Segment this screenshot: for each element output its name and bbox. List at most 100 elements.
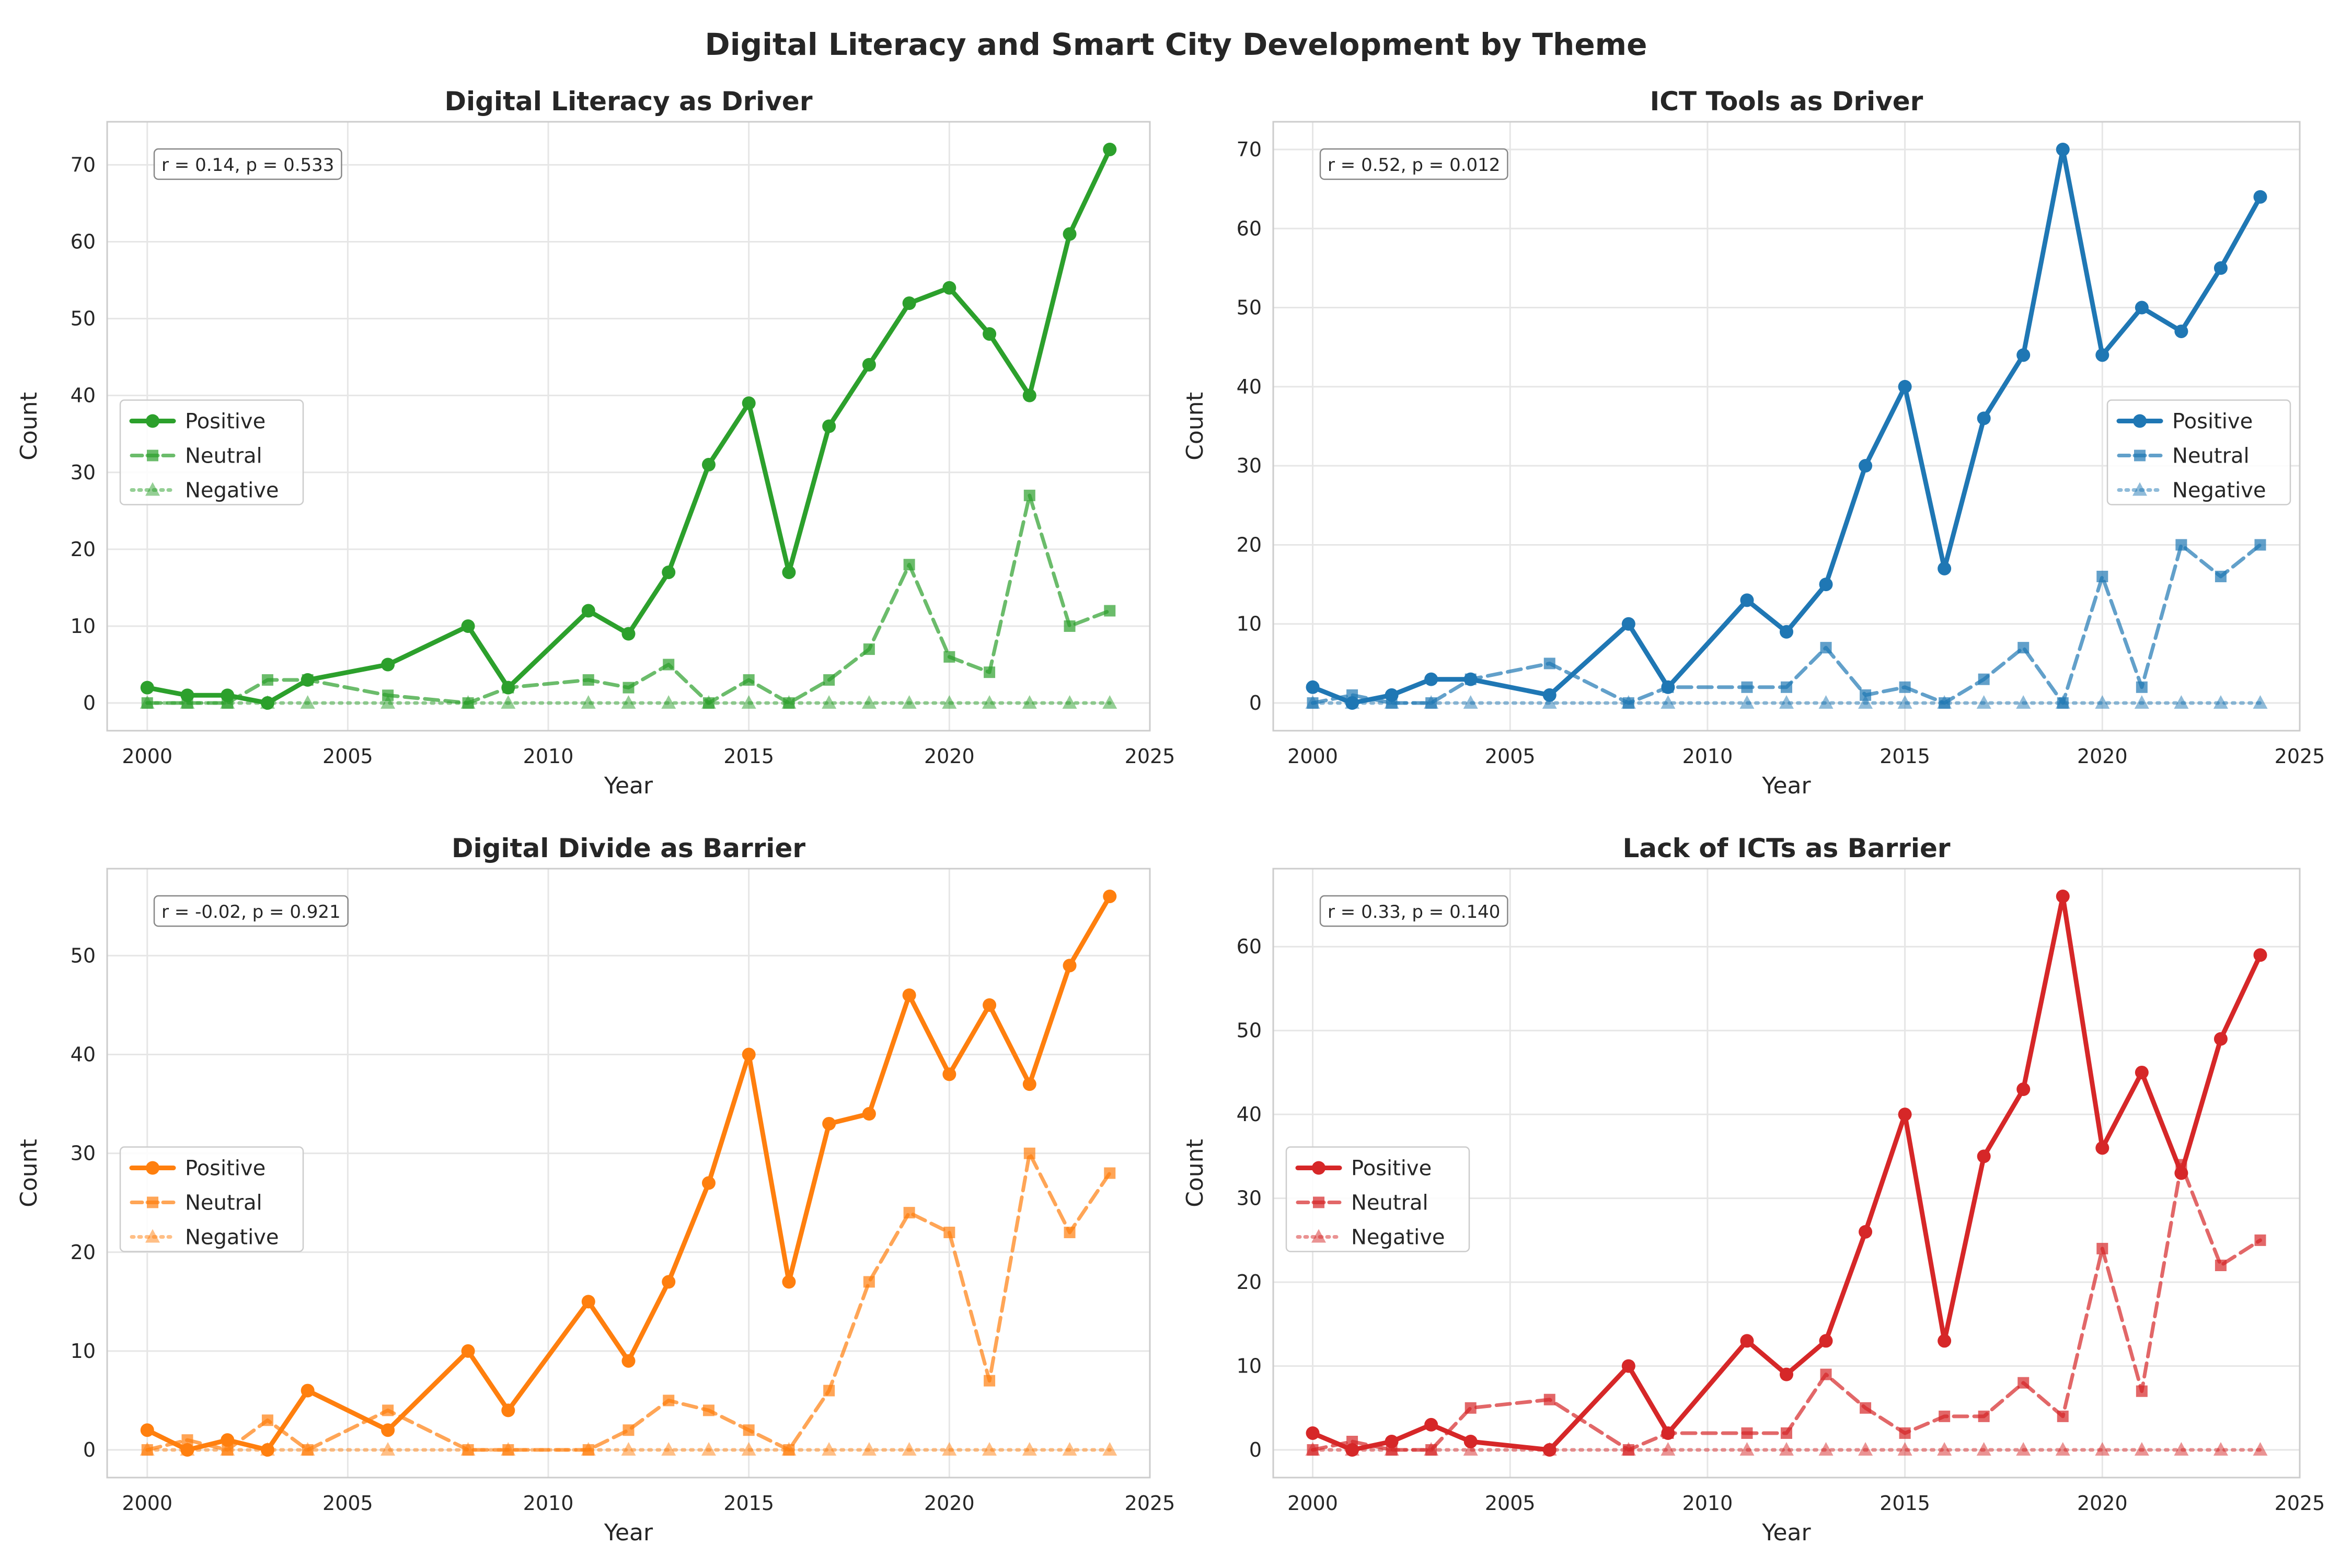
data-point (903, 1207, 915, 1219)
y-tick-label: 0 (83, 691, 96, 714)
data-point (381, 695, 396, 709)
data-point (661, 695, 676, 709)
data-point (1937, 695, 1952, 709)
y-tick-label: 20 (71, 538, 96, 561)
data-point (1741, 1427, 1753, 1439)
panel-2: 2000 2005 2010 2015 2020 2025 0 10 20 30 40 50 60 70 Y… (1182, 86, 2325, 799)
data-point (2174, 324, 2188, 338)
data-point (501, 1403, 515, 1417)
data-point (1063, 959, 1077, 973)
legend: Positive Neutral Negative (119, 1146, 304, 1252)
y-tick-label: 70 (1237, 138, 1262, 161)
data-point (2253, 1442, 2268, 1456)
data-point (942, 1442, 957, 1456)
data-point (2136, 1385, 2148, 1397)
data-point (501, 695, 516, 709)
data-point (1542, 695, 1557, 709)
x-tick-label: 2005 (1485, 1492, 1536, 1515)
data-point (982, 1442, 997, 1456)
panel-title: Digital Divide as Barrier (452, 833, 805, 863)
data-point (180, 1442, 195, 1456)
legend-label: Neutral (185, 1191, 262, 1215)
data-point (581, 604, 595, 618)
data-point (1346, 689, 1358, 701)
data-point (942, 1067, 956, 1081)
data-point (1938, 561, 1952, 575)
data-point (2134, 695, 2149, 709)
data-point (582, 674, 594, 686)
data-point (663, 1394, 675, 1406)
data-point (1937, 1442, 1952, 1456)
legend-marker (146, 414, 159, 428)
data-point (983, 327, 997, 341)
legend-label: Neutral (1351, 1191, 1428, 1215)
data-point (1621, 1442, 1636, 1456)
x-tick-label: 2025 (1125, 745, 1175, 768)
data-point (140, 1423, 154, 1437)
legend-label: Neutral (185, 444, 262, 468)
data-point (1818, 695, 1834, 709)
data-point (1897, 1442, 1912, 1456)
data-point (1860, 1402, 1872, 1414)
data-point (701, 1442, 716, 1456)
data-point (1858, 1442, 1873, 1456)
series-line-neutral (145, 493, 1112, 705)
legend-marker (2133, 414, 2147, 428)
y-tick-label: 50 (71, 944, 96, 967)
data-point (663, 659, 675, 671)
legend: Positive Neutral Negative (2106, 399, 2291, 505)
data-point (2095, 1141, 2109, 1155)
data-point (1938, 1334, 1952, 1348)
y-tick-label: 20 (71, 1241, 96, 1264)
legend-marker (2134, 449, 2146, 462)
data-point (1424, 1442, 1439, 1456)
data-point (1542, 1442, 1557, 1456)
x-tick-label: 2000 (122, 1492, 172, 1515)
legend-label: Positive (185, 410, 266, 434)
data-point (1820, 1368, 1832, 1380)
data-point (1465, 673, 1477, 685)
data-point (662, 1275, 676, 1289)
data-point (1818, 1442, 1834, 1456)
data-point (2056, 142, 2070, 156)
y-tick-label: 60 (1237, 217, 1262, 240)
data-point (180, 695, 195, 709)
data-point (1662, 1427, 1674, 1439)
x-axis-label: Year (1761, 1519, 1811, 1546)
data-point (140, 695, 155, 709)
y-tick-label: 20 (1237, 533, 1262, 556)
series-negative (1305, 695, 2268, 709)
data-point (902, 1442, 917, 1456)
data-point (1978, 673, 1990, 685)
data-point (701, 458, 716, 472)
series-line-neutral (1311, 1163, 2262, 1452)
legend-marker (145, 482, 160, 496)
data-point (661, 1442, 676, 1456)
x-tick-label: 2000 (122, 745, 172, 768)
data-point (140, 1442, 155, 1456)
data-point (863, 1276, 875, 1288)
data-point (1064, 620, 1076, 632)
plot-frame (1272, 121, 2301, 732)
data-point (741, 1442, 756, 1456)
y-tick-label: 70 (71, 153, 96, 176)
plot-frame (1272, 868, 2301, 1479)
data-point (2016, 1082, 2031, 1097)
data-point (2135, 1065, 2149, 1079)
y-tick-label: 60 (1237, 935, 1262, 958)
panel-3: 2000 2005 2010 2015 2020 2025 0 10 20 30 40 50 Year C… (16, 833, 1175, 1546)
x-axis-label: Year (1761, 773, 1811, 799)
data-point (2253, 948, 2267, 962)
data-point (1306, 1426, 1320, 1440)
x-tick-label: 2015 (723, 1492, 774, 1515)
y-tick-label: 30 (71, 1142, 96, 1165)
data-point (1103, 889, 1117, 903)
data-point (741, 695, 756, 709)
data-point (1662, 681, 1674, 693)
series-negative (140, 695, 1117, 709)
data-point (621, 1354, 636, 1368)
data-point (1859, 1225, 1873, 1239)
legend-label: Negative (1351, 1226, 1445, 1250)
data-point (2055, 695, 2070, 709)
data-point (782, 1275, 796, 1289)
